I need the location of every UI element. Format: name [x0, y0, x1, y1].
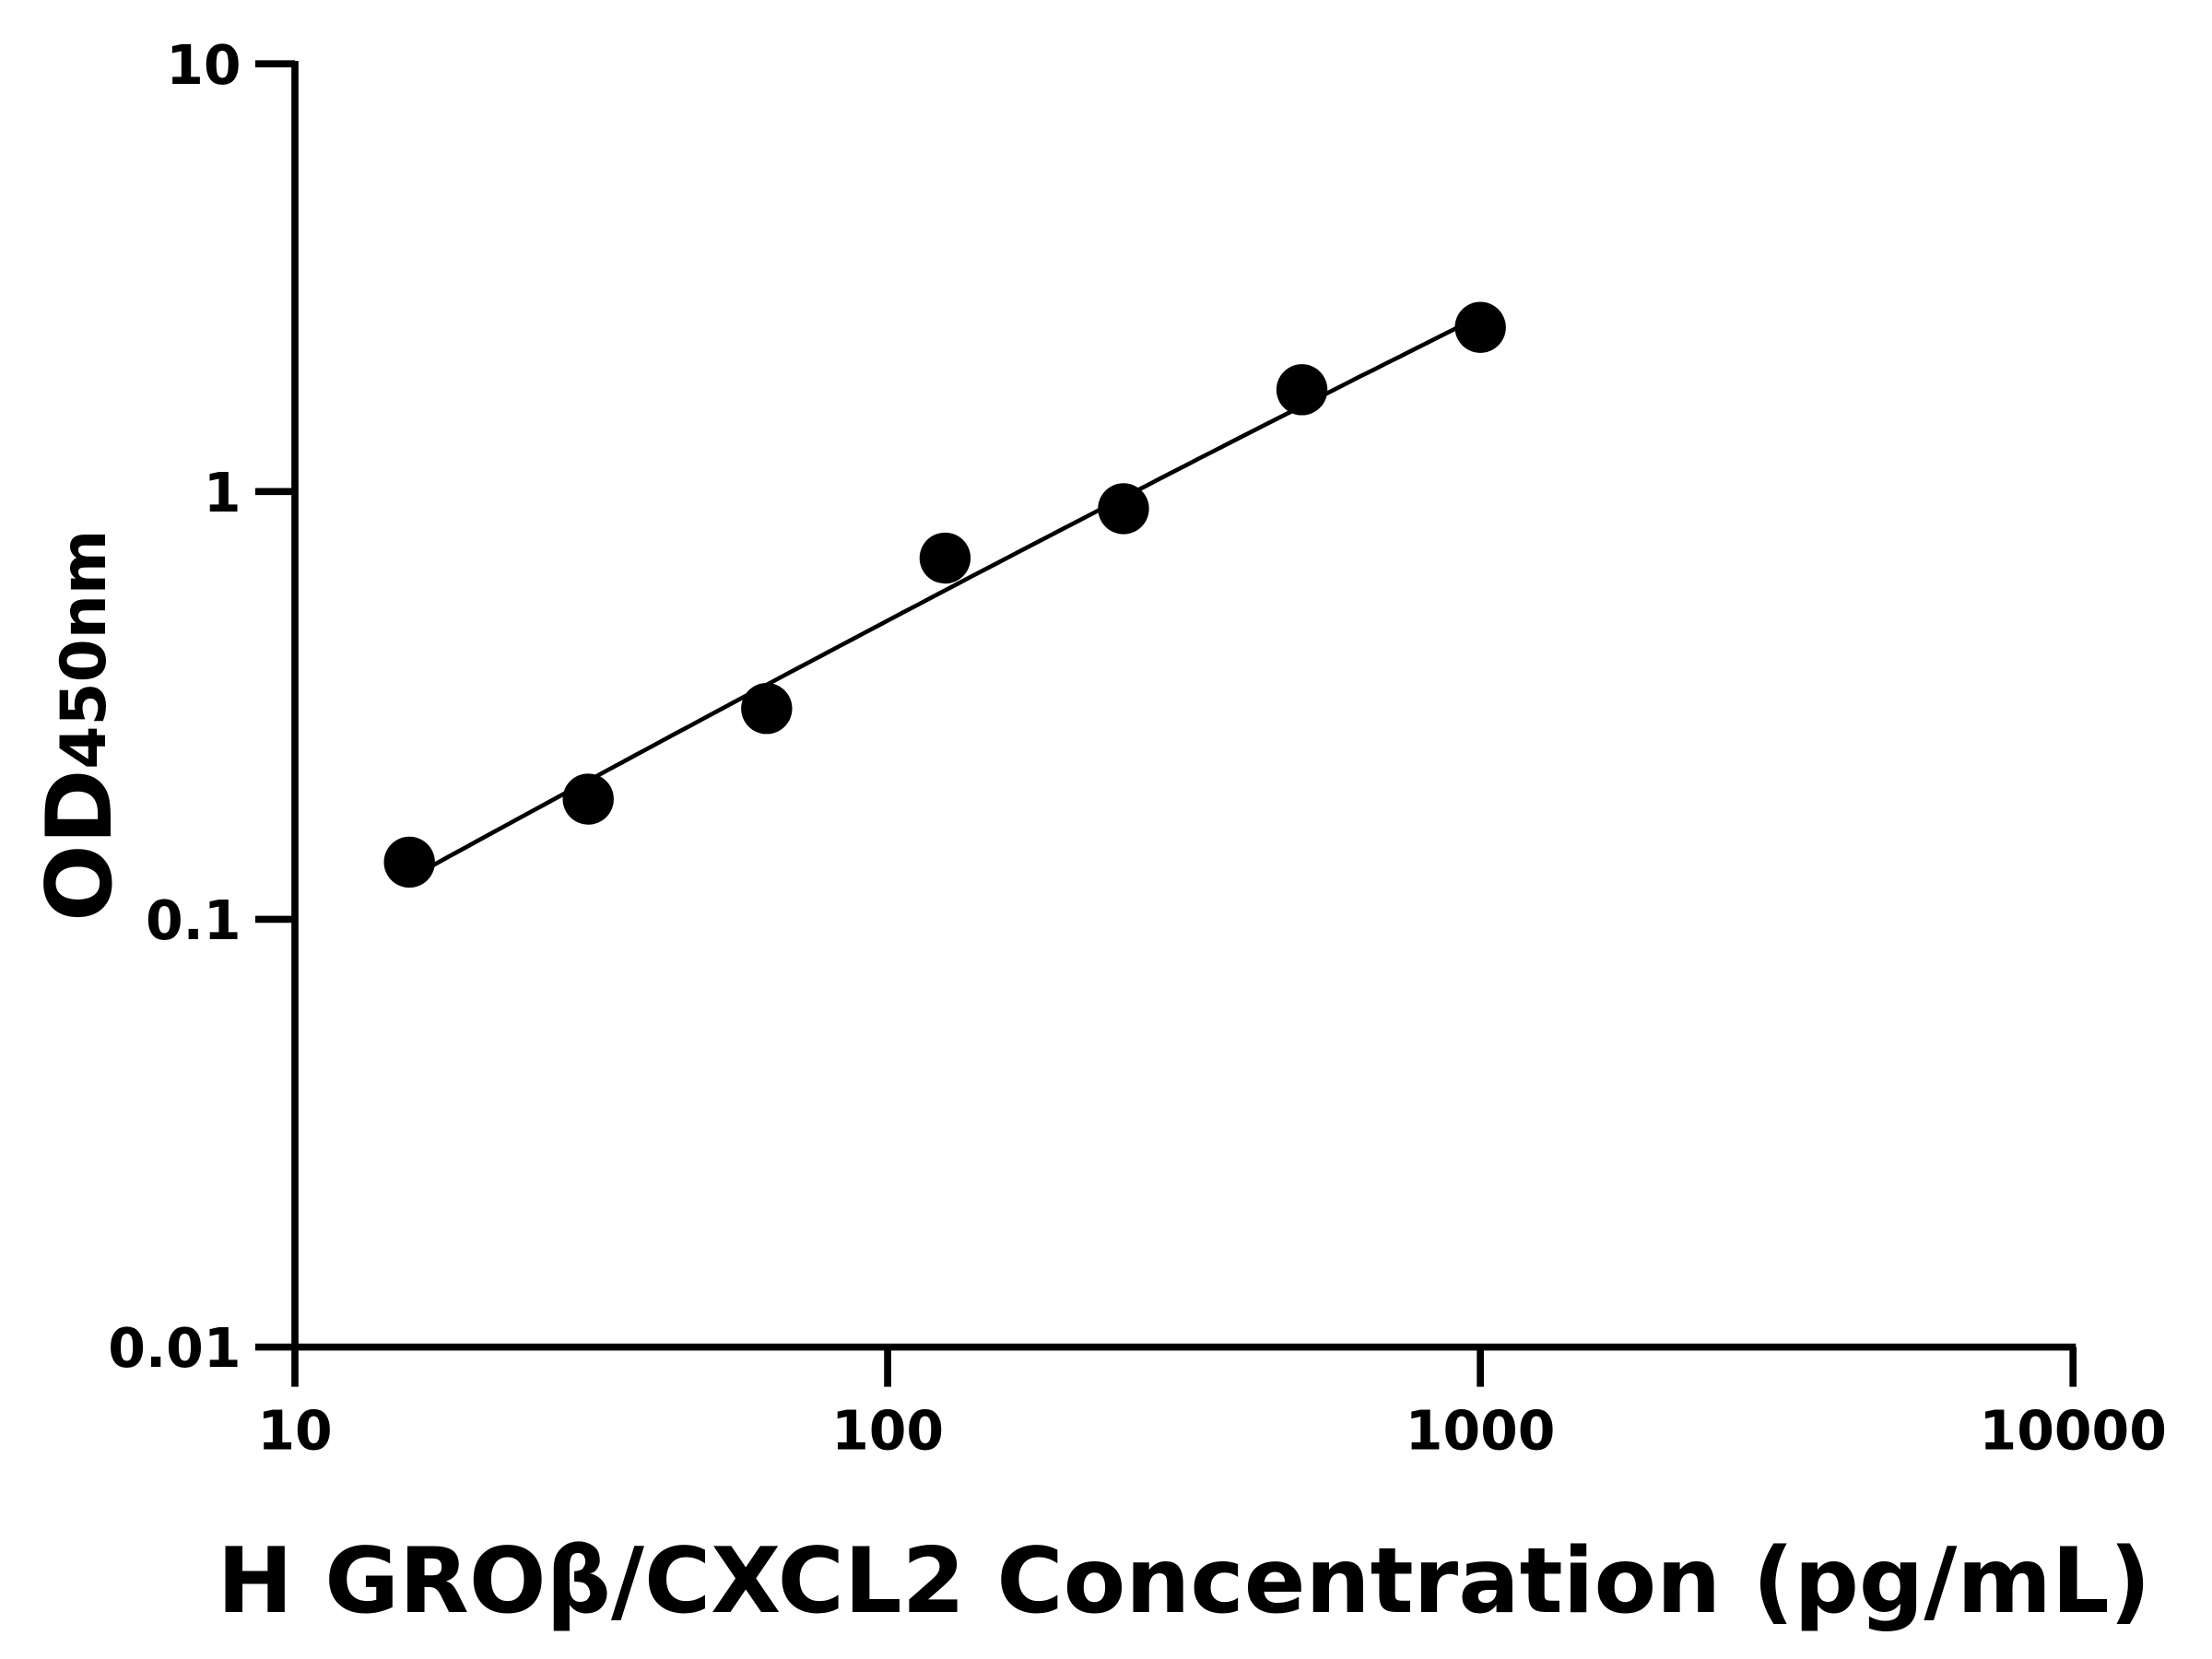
y-tick-label: 1 — [204, 462, 241, 524]
y-axis-label-main: OD — [28, 770, 133, 922]
x-tick-label: 10000 — [1980, 1399, 2167, 1462]
y-tick-label: 0.01 — [108, 1317, 241, 1380]
y-axis-label: OD450nm — [28, 530, 133, 922]
y-tick-label: 10 — [166, 34, 241, 97]
x-tick-label: 1000 — [1406, 1399, 1556, 1462]
y-tick-label: 0.1 — [146, 889, 241, 952]
x-axis-label: H GROβ/CXCL2 Concentration (pg/mL) — [218, 1529, 2151, 1634]
x-tick-label: 100 — [831, 1399, 944, 1462]
data-point — [1098, 483, 1149, 535]
data-point — [741, 683, 793, 735]
axes — [254, 60, 2077, 1387]
data-points — [383, 301, 1506, 888]
data-point — [1276, 364, 1328, 416]
data-point — [1454, 301, 1506, 353]
x-tick-label: 10 — [257, 1399, 332, 1462]
data-point — [919, 532, 971, 584]
data-point — [383, 836, 435, 888]
y-axis-label-sub: 450nm — [47, 530, 120, 770]
data-point — [562, 773, 614, 825]
